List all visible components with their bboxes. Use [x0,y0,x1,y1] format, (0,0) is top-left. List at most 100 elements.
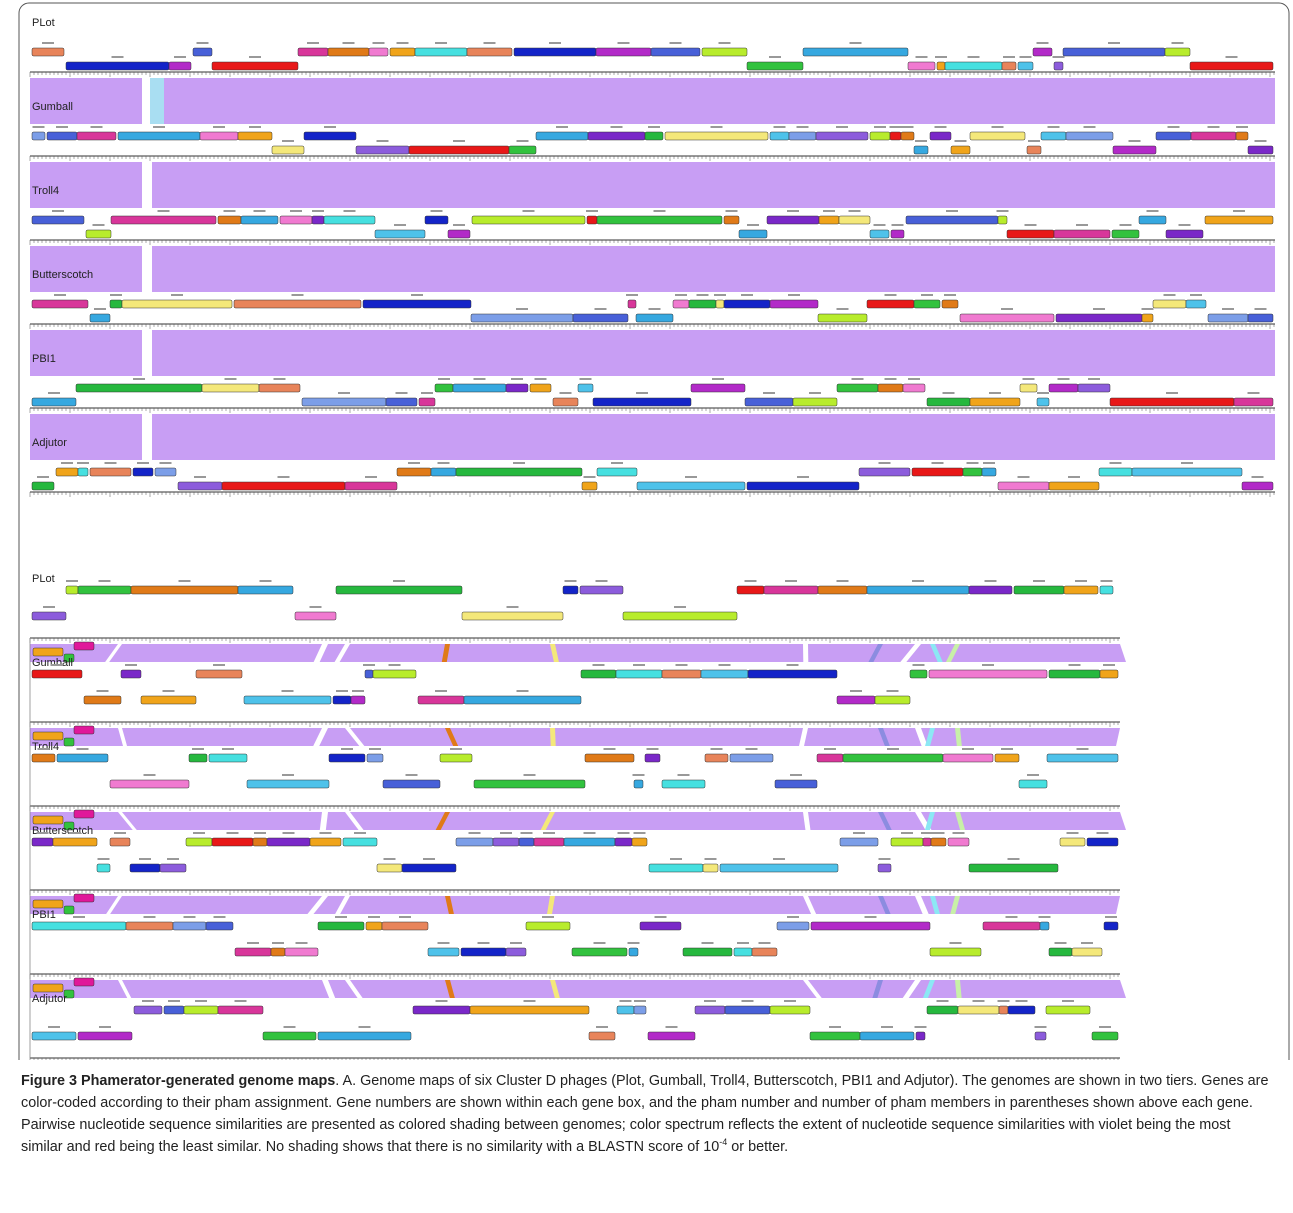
gene-box [140,695,197,705]
pham-label-mark [249,126,261,128]
pham-label-mark [878,462,891,464]
gene-box [424,215,449,225]
gene-box [163,1005,185,1015]
pham-label-mark [354,832,366,834]
similarity-shading [30,980,1126,998]
pham-label-mark [914,1026,927,1028]
gene-box [874,695,911,705]
no-similarity-gap [803,644,809,662]
pham-label-mark [282,774,294,776]
gene-box [508,145,537,155]
pham-label-mark [213,916,226,918]
gene-box [32,983,64,993]
pham-label-mark [1033,580,1045,582]
gene-box [997,215,1008,225]
pham-label-mark [48,1026,60,1028]
gene-box [117,131,201,141]
pham-label-mark [886,690,899,692]
pham-label-mark [564,580,577,582]
gene-box [460,947,507,957]
pham-label-mark [921,832,933,834]
pham-label-mark [76,748,89,750]
gene-box [647,1031,696,1041]
gene-box [31,1031,77,1041]
pham-label-mark [884,378,897,380]
pham-label-mark [1057,378,1070,380]
pham-label-mark [234,1000,247,1002]
gene-box [297,47,329,57]
pham-label-mark [523,774,536,776]
gene-box [866,585,970,595]
gene-box [364,669,374,679]
pham-label-mark [710,126,723,128]
gene-box [32,815,64,825]
gene-box [1001,61,1017,71]
pham-label-mark [677,774,690,776]
similarity-shading [30,246,1275,292]
similarity-streak [550,644,559,662]
gene-box [922,837,932,847]
caption-exponent: -4 [719,1137,728,1148]
pham-label-mark [171,294,183,296]
pham-label-mark [915,56,928,58]
pham-label-mark [915,140,927,142]
pham-label-mark [363,664,375,666]
gene-box [466,47,513,57]
gene-box [1152,299,1187,309]
pham-label-mark [1222,308,1234,310]
gene-box [1018,779,1048,789]
pham-label-mark [37,476,49,478]
gene-box [1006,229,1055,239]
pham-label-mark [54,294,66,296]
gene-box [836,383,879,393]
pham-label-mark [701,942,714,944]
gene-box [1165,229,1204,239]
similarity-streak [930,896,940,914]
gene-box [788,131,817,141]
pham-label-mark [936,1000,949,1002]
pham-label-mark [309,606,322,608]
gene-box [982,921,1041,931]
gene-box [719,863,839,873]
pham-label-mark [1075,580,1087,582]
gene-box [382,779,441,789]
gene-box [31,215,85,225]
gene-box [563,837,616,847]
no-similarity-gap [118,980,132,998]
pham-label-mark [889,126,902,128]
gene-box [942,753,994,763]
pham-label-mark [592,664,605,666]
gene-box [172,921,207,931]
pham-label-mark [142,1000,154,1002]
gene-box [1141,313,1154,323]
similarity-streak [550,728,556,746]
gene-box [327,47,370,57]
pham-label-mark [824,748,836,750]
gene-box [1207,313,1249,323]
pham-label-mark [648,126,660,128]
pham-label-mark [376,140,389,142]
gene-box [584,753,635,763]
gene-box [1189,61,1274,71]
gene-box [1164,47,1191,57]
gene-box [129,863,161,873]
gene-box [592,397,692,407]
pham-label-mark [1225,56,1238,58]
gene-box [622,611,738,621]
gene-box [733,947,753,957]
no-similarity-gap [118,812,137,830]
gene-box [802,47,909,57]
gene-box [738,229,768,239]
pham-label-mark [744,580,757,582]
gene-box [73,977,95,987]
gene-box [96,863,111,873]
pham-label-mark [1178,224,1191,226]
pham-label-mark [611,462,623,464]
pham-label-mark [912,580,924,582]
pham-label-mark [534,378,547,380]
gene-box [723,215,740,225]
pham-label-mark [1099,1026,1111,1028]
gene-box [533,837,565,847]
gene-box [317,1031,412,1041]
similarity-streak [925,728,935,746]
